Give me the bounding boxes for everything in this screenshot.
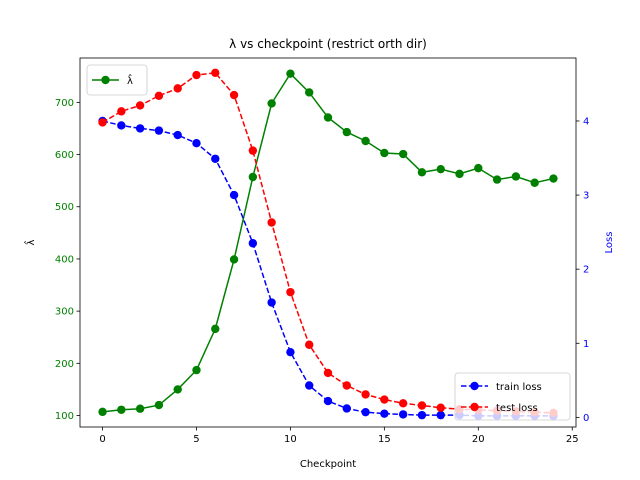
series-0-point: [474, 163, 483, 173]
series-2-point: [436, 403, 445, 412]
x-tick-label: 15: [378, 434, 391, 445]
series-0-point: [323, 113, 333, 122]
y-right-tick-label: 2: [583, 265, 589, 276]
series-1-point: [229, 190, 239, 200]
series-1-point: [436, 410, 445, 420]
series-2-point: [305, 340, 314, 349]
y-right-tick-label: 3: [583, 191, 589, 202]
series-1-point: [173, 130, 182, 140]
series-0-point: [342, 127, 351, 137]
y-left-tick-label: 300: [55, 307, 74, 318]
series-2-point: [173, 84, 182, 93]
series-2-point: [417, 401, 427, 410]
y-right-tick-label: 4: [583, 116, 589, 127]
x-tick-label: 10: [284, 434, 297, 445]
y-left-tick-label: 400: [55, 254, 74, 265]
series-2-point: [323, 368, 333, 378]
series-0-point: [361, 136, 370, 146]
series-0-point: [511, 172, 521, 181]
series-1-point: [305, 381, 314, 390]
series-line-2: [102, 72, 554, 414]
plot-frame: [79, 57, 577, 428]
y-left-tick-label: 600: [55, 150, 74, 161]
series-1-point: [398, 410, 408, 419]
series-2-point: [117, 107, 126, 116]
legend-marker-0: [101, 75, 110, 85]
series-0-point: [192, 365, 201, 375]
x-axis-label: Checkpoint: [300, 459, 356, 470]
series-0-point: [154, 400, 164, 410]
series-1-point: [248, 239, 258, 248]
x-tick-label: 0: [99, 434, 105, 445]
series-2-point: [135, 101, 145, 110]
series-0-point: [117, 405, 126, 414]
series-2-point: [380, 395, 389, 404]
x-tick-label: 25: [566, 434, 579, 445]
legend-marker-1: [470, 381, 479, 391]
series-0-point: [248, 172, 258, 182]
series-0-point: [417, 168, 427, 177]
y-right-axis-label: Loss: [604, 232, 615, 254]
series-2-point: [361, 390, 370, 399]
chart-title: λ vs checkpoint (restrict orth dir): [229, 37, 427, 51]
series-1-point: [417, 410, 427, 420]
y-left-axis-label: λ̂: [23, 239, 37, 245]
y-left-tick-label: 100: [55, 411, 74, 422]
series-0-point: [286, 69, 295, 78]
series-0-point: [173, 385, 182, 394]
series-0-point: [436, 164, 445, 174]
series-1-point: [267, 298, 276, 307]
series-0-point: [267, 99, 276, 108]
series-2-point: [154, 91, 164, 100]
series-2-point: [248, 146, 258, 155]
series-1-point: [342, 404, 351, 413]
series-0-point: [398, 149, 408, 159]
x-tick-label: 20: [472, 434, 485, 445]
series-1-point: [135, 124, 145, 133]
series-line-0: [102, 72, 554, 413]
legend-lower-right-box: [454, 372, 571, 421]
series-1-point: [211, 154, 220, 163]
y-right-tick-label: 0: [583, 413, 589, 424]
series-1-point: [192, 139, 201, 148]
series-1-point: [323, 396, 333, 406]
series-1-point: [380, 409, 389, 418]
series-2-point: [398, 399, 408, 408]
y-right-tick-label: 1: [583, 339, 589, 350]
series-2-point: [286, 287, 295, 297]
legend-marker-2: [470, 402, 479, 412]
y-left-tick-label: 500: [55, 202, 74, 213]
series-1-point: [117, 121, 126, 130]
series-1-point: [286, 347, 295, 357]
series-0-point: [530, 178, 539, 187]
legend-label-2: test loss: [496, 403, 538, 414]
series-0-point: [211, 324, 220, 334]
series-0-point: [492, 175, 502, 184]
series-0-point: [98, 407, 107, 417]
series-1-point: [361, 407, 370, 417]
series-2-point: [98, 118, 107, 127]
x-tick-label: 5: [193, 434, 199, 445]
series-0-point: [549, 174, 558, 183]
series-0-point: [229, 255, 239, 264]
series-2-point: [267, 218, 276, 227]
series-2-point: [192, 70, 201, 80]
legend-label-0: λ̂: [127, 73, 133, 87]
series-1-point: [154, 126, 164, 135]
y-left-tick-label: 700: [55, 98, 74, 109]
y-left-tick-label: 200: [55, 359, 74, 370]
series-2-point: [229, 90, 239, 100]
series-2-point: [211, 68, 220, 78]
series-0-point: [305, 88, 314, 97]
series-0-point: [455, 169, 464, 179]
series-0-point: [135, 404, 145, 413]
legend-label-1: train loss: [496, 382, 542, 393]
series-0-point: [380, 148, 389, 158]
series-2-point: [342, 381, 351, 390]
